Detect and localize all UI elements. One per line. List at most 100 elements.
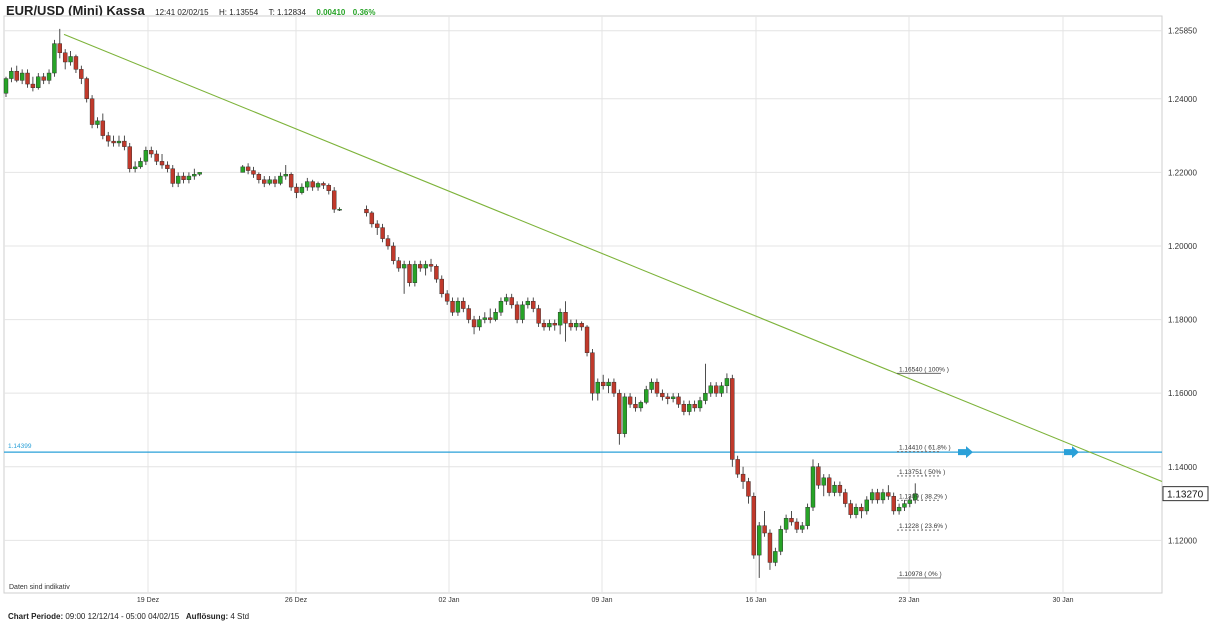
candle-up [606,381,611,387]
candle-up [267,179,272,184]
candle-down [262,179,267,184]
candle-up [821,477,826,486]
candle-down [584,326,590,353]
candle-up [805,507,810,526]
candle-up [3,78,9,94]
candle-down [245,166,251,171]
candle-up [116,140,122,144]
candle-down [859,507,864,512]
candle-down [106,135,111,142]
candle-up [574,323,579,328]
chart-title: EUR/USD (Mini) Kassa [6,3,145,18]
candle-up [557,312,563,326]
candle-down [730,378,735,460]
candle-down [563,312,568,324]
candle-down [837,484,843,493]
candle-up [52,43,57,74]
candle-down [514,304,520,320]
candle-down [127,146,132,169]
candle-down [751,496,757,556]
x-tick-label: 09 Jan [591,597,612,604]
x-tick-label: 02 Jan [438,597,459,604]
candle-up [423,264,428,269]
candle-down [676,396,681,405]
chart-header: EUR/USD (Mini) Kassa 12:41 02/02/15 H: 1… [6,2,375,20]
candle-down [326,185,331,191]
x-tick-label: 26 Dez [285,597,308,604]
candle-down [288,174,294,188]
quote-change: 0.00410 [316,8,346,17]
candle-down [434,266,439,280]
y-tick-label: 1.14000 [1168,463,1197,472]
candle-up [832,484,837,493]
current-price-label: 1.13270 [1167,490,1204,501]
candle-down [660,392,665,398]
candle-down [531,300,536,309]
x-tick-label: 16 Jan [745,597,766,604]
candle-up [520,304,525,320]
candle-down [418,264,423,269]
candle-down [14,70,19,81]
candle-down [364,208,369,214]
candle-up [143,150,149,162]
y-tick-label: 1.25850 [1168,27,1197,36]
candle-up [455,300,461,313]
candle-up [864,499,869,512]
candle-down [692,404,697,409]
candle-up [869,492,875,501]
quote-low: T: 1.12834 [268,8,306,17]
candle-down [57,43,62,53]
candle-down [665,396,670,399]
candle-down [396,260,401,269]
candle-up [315,183,321,188]
candle-down [111,140,116,144]
candle-down [627,396,633,405]
candle-up [482,317,488,320]
fib-level-label: 1.13751 ( 50% ) [899,469,945,476]
candle-up [9,70,14,79]
candle-up [401,264,407,269]
quote-high: H: 1.13554 [219,8,259,17]
candle-down [746,481,751,497]
candle-down [713,385,719,394]
candle-up [547,323,552,328]
period-label: Chart Periode: [8,612,64,621]
arrow-icon [1064,446,1079,459]
candle-down [633,404,638,409]
candle-down [509,297,514,306]
candle-up [697,400,703,409]
candle-down [439,278,444,295]
candle-down [159,161,165,166]
candle-down [471,319,477,328]
candle-down [843,492,848,504]
candle-up [192,174,197,177]
y-tick-label: 1.18000 [1168,316,1197,325]
candle-down [466,308,471,320]
y-tick-label: 1.22000 [1168,168,1197,177]
candle-up [638,402,644,409]
candle-up [783,518,789,530]
candle-up [240,166,245,173]
period-value: 09:00 12/12/14 - 05:00 04/02/15 [65,612,180,621]
candle-down [391,245,396,261]
candle-down [875,492,880,501]
candle-down [600,381,606,387]
disclaimer-text: Daten sind indikativ [9,584,70,591]
candle-up [175,175,181,184]
candle-down [461,300,466,309]
candle-up [337,208,342,211]
resolution-value: 4 Std [230,612,250,621]
candle-up [299,186,305,193]
fib-level-label: 1.14410 ( 61.8% ) [899,445,951,452]
plot-area [3,15,1163,594]
candle-up [19,72,25,81]
candle-down [310,181,315,188]
candle-down [681,404,687,412]
candle-down [256,174,262,180]
candle-up [880,492,886,501]
candle-down [848,503,853,515]
candle-down [611,381,617,394]
candle-up [283,174,288,177]
candle-down [740,473,746,482]
candle-up [644,389,649,403]
